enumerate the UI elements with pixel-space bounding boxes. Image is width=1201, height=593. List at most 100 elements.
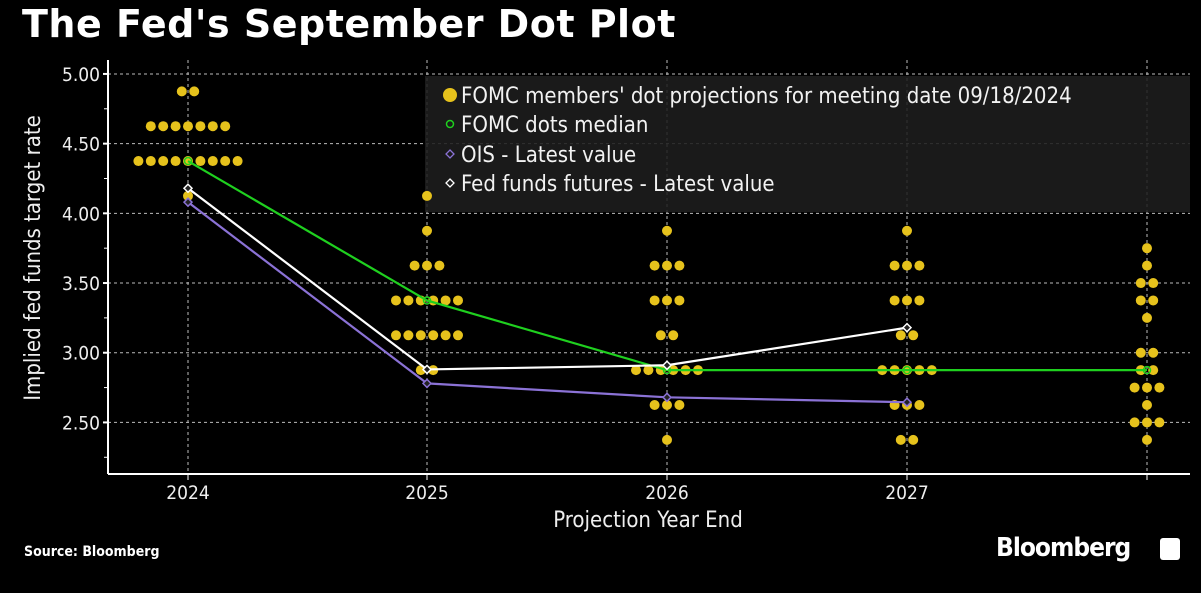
fomc-dot xyxy=(1148,295,1159,306)
fomc-dot xyxy=(902,225,912,236)
fomc-dot xyxy=(133,156,144,167)
fomc-dot xyxy=(207,156,218,167)
chart-title: The Fed's September Dot Plot xyxy=(22,2,676,46)
fomc-dot xyxy=(145,121,156,132)
y-tick-label: 4.50 xyxy=(62,134,100,156)
fomc-dot xyxy=(674,295,685,306)
fomc-dot xyxy=(1142,382,1152,393)
fomc-dot xyxy=(655,330,666,341)
fomc-dot xyxy=(170,121,181,132)
fomc-dot xyxy=(662,434,672,445)
fomc-dot xyxy=(1129,417,1140,428)
x-tick-label: 2024 xyxy=(166,482,210,504)
ois-marker xyxy=(661,392,673,403)
futures-marker xyxy=(901,322,913,333)
fomc-dot xyxy=(1142,400,1152,410)
legend-label: FOMC dots median xyxy=(461,113,648,138)
fomc-dot xyxy=(189,86,200,97)
fomc-dot xyxy=(668,330,679,341)
fomc-dot xyxy=(889,295,900,306)
fomc-dot xyxy=(1154,417,1165,428)
fomc-dot xyxy=(1148,278,1159,289)
y-axis-label: Implied fed funds target rate xyxy=(21,115,46,401)
median-marker xyxy=(1142,365,1152,375)
fomc-dot xyxy=(1135,295,1146,306)
fomc-dot xyxy=(902,260,912,271)
fomc-dot xyxy=(889,260,900,271)
fomc-dot xyxy=(649,260,660,271)
fomc-dot xyxy=(170,156,181,167)
futures-marker xyxy=(661,360,673,371)
y-tick-label: 3.50 xyxy=(62,273,100,295)
bloomberg-logo: Bloomberg xyxy=(996,533,1131,563)
fomc-dot xyxy=(1142,243,1152,254)
fomc-dot xyxy=(1129,382,1140,393)
fomc-dot xyxy=(631,365,641,376)
fomc-dot xyxy=(662,225,672,236)
bloomberg-logo-icon xyxy=(1160,538,1180,560)
fomc-dot xyxy=(1142,434,1152,445)
fomc-dot xyxy=(158,156,169,167)
fomc-dot xyxy=(649,400,660,410)
fomc-dot xyxy=(643,365,654,376)
fomc-dot xyxy=(403,330,414,341)
fomc-dot xyxy=(1142,417,1152,428)
fomc-dot xyxy=(914,400,925,410)
ois-marker xyxy=(421,378,433,389)
futures-line xyxy=(187,187,908,371)
x-axis-label: Projection Year End xyxy=(553,508,743,533)
fomc-dot xyxy=(195,156,206,167)
x-tick-label: 2027 xyxy=(885,482,929,504)
fomc-dot xyxy=(183,121,193,132)
fomc-dot xyxy=(895,434,906,445)
y-tick-label: 3.00 xyxy=(62,343,100,365)
median-marker xyxy=(902,365,912,375)
fomc-dot xyxy=(1148,365,1159,376)
ois-marker xyxy=(182,197,194,208)
fomc-dot xyxy=(415,330,426,341)
median-marker xyxy=(183,156,193,166)
fomc-dot xyxy=(1154,382,1165,393)
fomc-dot xyxy=(1135,347,1146,358)
fomc-dot xyxy=(453,330,463,341)
fomc-dot xyxy=(195,121,206,132)
fomc-dot xyxy=(662,400,672,410)
median-marker xyxy=(422,296,432,305)
legend-label: FOMC members' dot projections for meetin… xyxy=(461,84,1072,109)
y-tick-label: 4.00 xyxy=(62,203,100,225)
fomc-dot xyxy=(649,295,660,306)
fomc-dot xyxy=(232,156,243,167)
fomc-dot xyxy=(662,260,672,271)
fomc-dot xyxy=(428,330,439,341)
fomc-dot xyxy=(145,156,156,167)
fomc-dot xyxy=(440,330,451,341)
x-tick-label: 2026 xyxy=(645,482,689,504)
fomc-dot xyxy=(908,330,919,341)
x-tick-label: 2025 xyxy=(405,482,449,504)
fomc-dot xyxy=(422,260,432,271)
fomc-dot xyxy=(176,86,187,97)
fomc-dot xyxy=(895,330,906,341)
legend-circle-icon xyxy=(445,119,455,129)
fomc-dot xyxy=(220,121,231,132)
ois-marker xyxy=(901,397,913,408)
fomc-dot xyxy=(674,400,685,410)
fomc-dot xyxy=(391,330,401,341)
fomc-dot xyxy=(1135,278,1146,289)
fomc-dot xyxy=(183,190,193,201)
fomc-dot xyxy=(403,295,414,306)
futures-marker xyxy=(421,364,433,375)
fomc-dot xyxy=(662,295,672,306)
fomc-dot xyxy=(1148,347,1159,358)
legend-box xyxy=(425,76,1190,212)
source-note: Source: Bloomberg xyxy=(24,544,160,560)
fomc-dot xyxy=(1142,312,1152,323)
ois-line xyxy=(187,201,908,404)
legend-diamond-icon xyxy=(445,178,455,188)
fomc-dot xyxy=(914,295,925,306)
fomc-dot xyxy=(453,295,463,306)
fomc-dot xyxy=(422,190,432,201)
futures-marker xyxy=(182,183,194,194)
y-tick-label: 5.00 xyxy=(62,64,100,86)
